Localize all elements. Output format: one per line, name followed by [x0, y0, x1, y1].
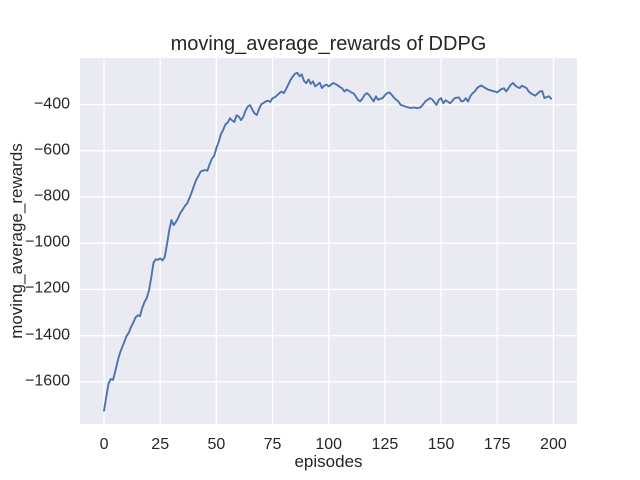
y-tick-label: −1000: [25, 233, 70, 251]
x-tick-label: 25: [151, 436, 170, 453]
x-tick-label: 0: [99, 436, 109, 453]
x-tick-label: 150: [427, 436, 455, 453]
y-tick-label: −600: [33, 141, 70, 159]
x-tick-label: 175: [483, 436, 511, 453]
x-tick-label: 200: [540, 436, 567, 453]
y-tick-label: −1200: [25, 280, 70, 298]
x-tick-label: 100: [315, 436, 343, 453]
x-tick-label: 125: [371, 436, 399, 453]
y-tick-label: −400: [33, 95, 70, 113]
x-tick-label: 50: [207, 436, 226, 453]
y-tick-label: −800: [33, 187, 70, 205]
x-tick-label: 75: [263, 436, 282, 453]
reward-line: [103, 71, 553, 412]
y-tick-label: −1600: [25, 372, 70, 390]
y-tick-label: −1400: [25, 326, 70, 344]
x-axis-label: episodes: [294, 452, 363, 471]
chart-title: moving_average_rewards of DDPG: [170, 33, 487, 55]
